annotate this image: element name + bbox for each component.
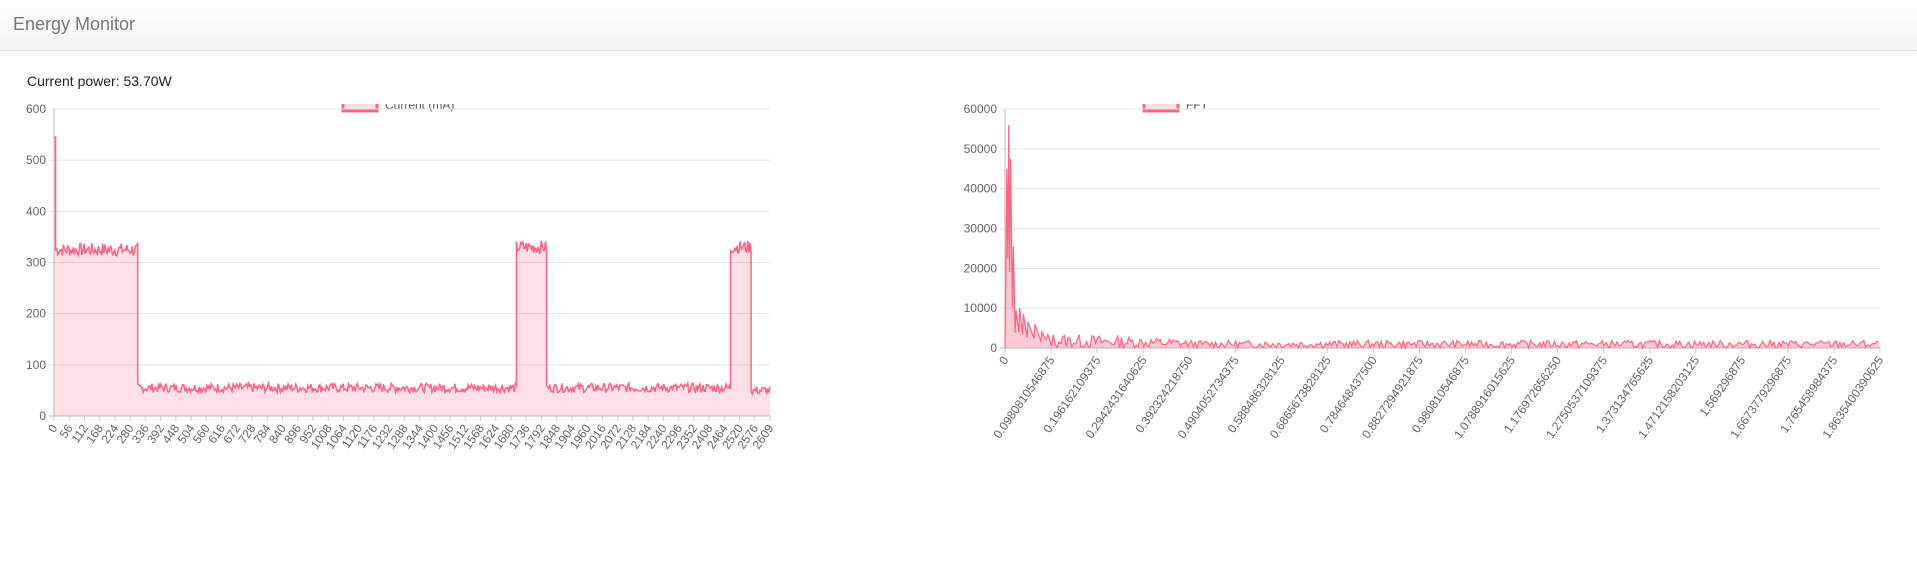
fft-x-tick-label: 0 [996, 353, 1011, 367]
fft-series-line [1004, 124, 1879, 351]
navbar: Energy Monitor [0, 0, 1917, 51]
fft-series-fill [1005, 124, 1880, 349]
current-legend-swatch [341, 104, 379, 113]
fft-x-tick-label: 1.569296875 [1697, 353, 1749, 419]
current-series-fill [54, 137, 770, 416]
fft-y-tick-label: 60000 [964, 104, 998, 116]
app-title[interactable]: Energy Monitor [13, 14, 136, 34]
fft-y-tick-label: 50000 [964, 142, 998, 156]
fft-chart: FFT010000200003000040000500006000000.098… [964, 104, 1885, 441]
fft-y-tick-label: 10000 [964, 301, 998, 315]
current-y-tick-label: 100 [26, 358, 46, 372]
current-y-tick-label: 0 [39, 409, 46, 423]
fft-y-tick-label: 20000 [964, 261, 998, 275]
current-y-tick-label: 300 [26, 256, 46, 270]
current-chart: Current (mA)0100200300400500600056112168… [26, 104, 777, 452]
current-y-tick-label: 200 [26, 307, 46, 321]
current-power-label: Current power: 53.70W [27, 73, 172, 89]
fft-legend-swatch [1142, 104, 1180, 113]
current-series-line [54, 136, 771, 397]
current-y-tick-label: 500 [26, 153, 46, 167]
fft-y-tick-label: 30000 [964, 222, 998, 236]
fft-legend-label: FFT [1186, 104, 1209, 112]
fft-y-tick-label: 40000 [964, 182, 998, 196]
current-legend-label: Current (mA) [385, 104, 454, 112]
fft-y-tick-label: 0 [990, 341, 997, 355]
current-y-tick-label: 600 [26, 104, 46, 116]
current-y-tick-label: 400 [26, 204, 46, 218]
